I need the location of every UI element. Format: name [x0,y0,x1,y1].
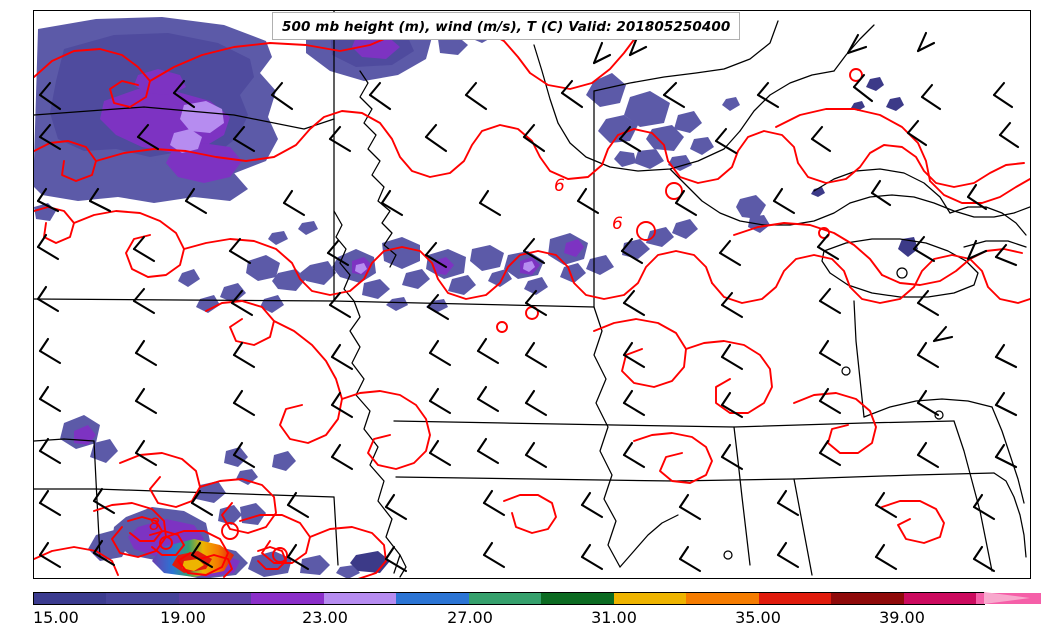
colorbar-segment [396,593,469,604]
colorbar-tick-label: 31.00 [591,608,637,627]
colorbar-segment [469,593,541,604]
contour-label-layer: 8 6 6 [149,176,623,535]
colorbar-track[interactable] [33,592,1041,605]
colorbar-tick-label: 15.00 [33,608,79,627]
colorbar-tick-label: 19.00 [160,608,206,627]
colorbar-segment [614,593,686,604]
colorbar-segment [106,593,179,604]
colorbar-segment [34,593,106,604]
colorbar-segment [686,593,759,604]
map-canvas[interactable]: 8 6 6 [34,11,1030,578]
colorbar-tick-label: 35.00 [735,608,781,627]
wind-barb-layer [36,31,1020,573]
colorbar-segment [904,593,976,604]
colorbar-segment [324,593,396,604]
svg-text:6: 6 [612,214,623,234]
colorbar[interactable]: 15.00 19.00 23.00 27.00 31.00 35.00 39.00 [0,588,1041,633]
svg-text:6: 6 [554,176,565,196]
height-contour-layer [34,22,1030,578]
colorbar-segment [759,593,831,604]
colorbar-extend-arrow [984,592,1030,604]
colorbar-tick-label: 39.00 [879,608,925,627]
colorbar-tick-label: 27.00 [447,608,493,627]
svg-text:8: 8 [149,515,160,535]
colorbar-segment [541,593,614,604]
map-title-box: 500 mb height (m), wind (m/s), T (C) Val… [272,12,741,40]
map-panel[interactable]: 8 6 6 [33,10,1031,579]
colorbar-segment [831,593,904,604]
colorbar-segment [179,593,251,604]
colorbar-tick-label: 23.00 [302,608,348,627]
map-title-text: 500 mb height (m), wind (m/s), T (C) Val… [282,19,731,35]
colorbar-segment [251,593,324,604]
